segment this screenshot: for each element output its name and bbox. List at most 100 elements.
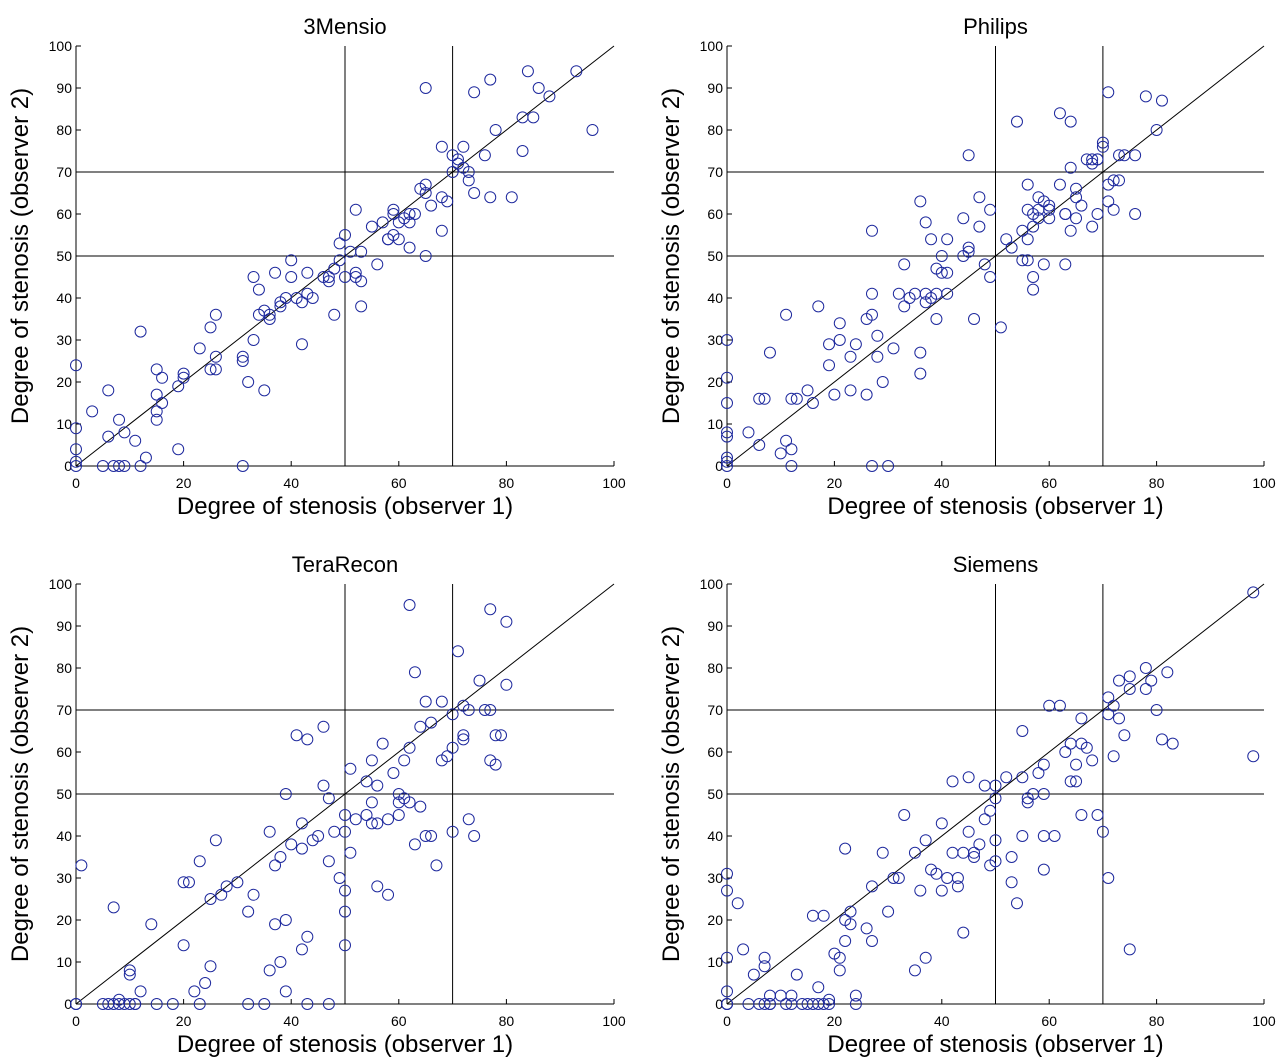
chart-1-point <box>129 434 142 447</box>
chart-1-point <box>365 220 378 233</box>
chart-3-point <box>446 825 459 838</box>
chart-3-point <box>365 796 378 809</box>
chart-4-point <box>806 909 819 922</box>
chart-3-point <box>495 729 508 742</box>
chart-3-point <box>328 825 341 838</box>
chart-2-point <box>914 195 927 208</box>
chart-1-point <box>102 384 115 397</box>
chart-4-point <box>1048 830 1061 842</box>
chart-3-point <box>489 729 502 742</box>
chart-4-point <box>1086 754 1099 767</box>
chart-3-point <box>441 750 454 763</box>
chart-2-point <box>1070 182 1083 195</box>
chart-4-point <box>1059 746 1072 758</box>
chart-2-point <box>887 342 900 355</box>
chart-2-point <box>1070 191 1083 204</box>
chart-4-point <box>860 922 873 935</box>
chart-4-point <box>1247 750 1260 763</box>
chart-2-point <box>1086 153 1099 166</box>
chart-1-point <box>484 73 497 86</box>
chart-4-point <box>914 884 927 897</box>
chart-1-point <box>425 199 438 212</box>
chart-1-point <box>172 380 185 393</box>
chart-4-point <box>1064 775 1077 788</box>
chart-2-point <box>790 392 803 405</box>
chart-4-point <box>1107 699 1120 712</box>
chart-1-point <box>285 271 298 283</box>
chart-2-y-tick-label: 80 <box>707 122 723 138</box>
chart-2-x-tick-label: 40 <box>934 475 950 491</box>
chart-3-point <box>322 855 335 868</box>
chart-3-identity-line <box>75 583 615 1005</box>
chart-3-x-tick-label: 20 <box>176 1013 192 1029</box>
chart-4-point <box>839 935 852 947</box>
chart-3-point <box>317 779 330 792</box>
chart-1-point <box>242 376 255 388</box>
chart-2-point <box>865 308 878 321</box>
chart-2-y-tick-label: 90 <box>707 80 723 96</box>
chart-2-point <box>753 439 766 451</box>
chart-1-point <box>172 443 185 456</box>
chart-4-point <box>812 981 825 994</box>
chart-4-point <box>957 926 970 939</box>
chart-2-point <box>941 233 954 246</box>
chart-4-point <box>865 880 878 893</box>
chart-3-title: TeraRecon <box>292 552 398 577</box>
chart-1-point <box>451 153 464 166</box>
chart-1-point <box>70 443 82 456</box>
chart-2-point <box>865 224 878 237</box>
chart-4-point <box>1005 851 1018 863</box>
chart-1-point <box>570 65 583 78</box>
chart-2-point <box>721 426 733 439</box>
chart-2-point <box>957 212 970 225</box>
chart-2-point <box>785 443 798 456</box>
chart-3-point <box>301 733 314 746</box>
chart-4-point <box>887 872 900 884</box>
chart-3-point <box>430 859 443 872</box>
chart-4-point <box>823 993 836 1006</box>
chart-3-point <box>403 599 416 611</box>
chart-2-point <box>1027 271 1040 283</box>
chart-2-point <box>898 300 911 313</box>
chart-1-point <box>177 371 190 384</box>
chart-4-point <box>865 935 878 947</box>
chart-2-y-tick-label: 40 <box>707 290 723 306</box>
chart-1-point <box>177 367 190 380</box>
chart-3-x-tick-label: 100 <box>602 1013 626 1029</box>
chart-3-point <box>258 998 271 1010</box>
chart-3-point <box>301 998 314 1010</box>
chart-3-point <box>408 838 421 851</box>
chart-1-point <box>387 208 400 220</box>
chart-3-point <box>408 666 421 679</box>
chart-1-point <box>285 254 298 267</box>
chart-2-point <box>721 397 733 409</box>
chart-3-point <box>193 998 206 1010</box>
chart-2-point <box>1043 212 1056 225</box>
chart-4-point <box>763 998 776 1010</box>
chart-4-point <box>1150 704 1163 716</box>
chart-3-point <box>419 830 432 842</box>
chart-4-point <box>849 989 862 1002</box>
chart-2-point <box>780 308 793 321</box>
chart-4-point <box>1123 670 1136 683</box>
chart-4-point <box>1016 771 1029 784</box>
chart-2-point <box>1010 115 1023 128</box>
chart-2-point <box>1155 94 1168 107</box>
chart-3-point <box>204 960 217 973</box>
chart-1-point <box>419 82 432 94</box>
chart-4-point <box>1064 737 1077 750</box>
chart-3-point <box>403 741 416 754</box>
chart-1-point <box>236 460 249 472</box>
chart-4-x-tick-label: 0 <box>723 1013 731 1029</box>
chart-1-point <box>339 229 351 241</box>
chart-4-y-axis-title: Degree of stenosis (observer 2) <box>658 626 685 962</box>
chart-3-point <box>107 901 120 914</box>
chart-4-point <box>758 951 771 964</box>
chart-2-point <box>785 460 798 472</box>
chart-3-point <box>123 998 136 1010</box>
chart-2-point <box>1107 203 1120 216</box>
chart-2-point <box>758 392 771 405</box>
chart-3-x-tick-label: 80 <box>499 1013 515 1029</box>
chart-4-point <box>1145 674 1158 687</box>
chart-3-point <box>457 729 470 742</box>
